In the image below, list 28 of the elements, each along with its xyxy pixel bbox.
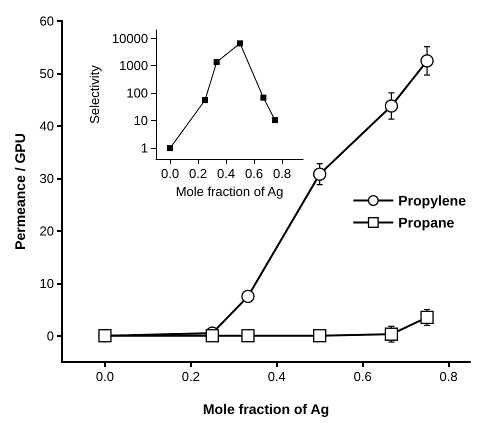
y-tick-label: 60 (40, 14, 54, 28)
y-tick-label: 10 (40, 276, 54, 291)
x-tick-label: 0.8 (439, 369, 458, 384)
y-tick-label: 10000 (112, 30, 148, 46)
x-tick-label: 0.4 (268, 369, 286, 384)
y-axis-title: Permeance / GPU (12, 133, 28, 250)
y-tick-label: 30 (40, 170, 54, 186)
y-tick-label: 1000 (119, 58, 148, 74)
x-tick-label: 0.6 (244, 166, 264, 182)
y-tick-label: 1 (140, 140, 148, 156)
x-tick-label: 0.0 (161, 166, 180, 182)
y-tick-label: 20 (40, 223, 54, 238)
y-tick-label: 50 (40, 66, 54, 81)
y-tick-label: 10 (134, 113, 148, 128)
y-tick-label: 100 (126, 86, 148, 101)
x-tick-label: 0.2 (182, 369, 200, 384)
x-tick-label: 0.6 (354, 369, 372, 384)
x-axis-title: Mole fraction of Ag (176, 184, 284, 199)
y-tick-label: 0 (46, 328, 54, 344)
x-tick-label: 0.2 (188, 166, 208, 182)
x-tick-label: 0.4 (216, 166, 236, 182)
legend-label: Propane (398, 214, 455, 230)
x-axis-title: Mole fraction of Ag (202, 401, 330, 417)
x-tick-label: 0.8 (272, 166, 292, 182)
y-axis-title: Selectivity (87, 64, 102, 124)
x-tick-label: 0.0 (96, 369, 114, 384)
y-tick-label: 40 (40, 118, 54, 134)
legend-label: Propylene (398, 192, 466, 208)
